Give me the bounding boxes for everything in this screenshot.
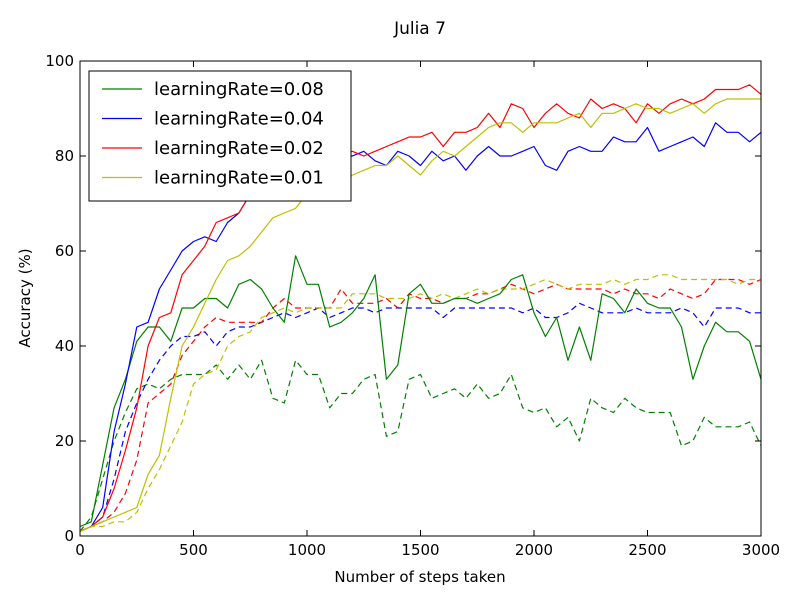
series-line-3 [79,84,762,532]
legend-label: learningRate=0.08 [154,79,324,100]
x-tick-label: 500 [179,541,208,559]
x-tick-label: 1000 [288,541,326,559]
x-tick-label: 2000 [515,541,553,559]
series-line-4 [79,98,761,532]
ticks-layer: 0 500 1000 1500 2000 2500 3000 0 20 40 60 80 100 [45,52,780,559]
y-tick-label: 0 [64,527,74,545]
series-line-5-dashed [79,359,762,532]
legend: learningRate=0.08 learningRate=0.04 learni… [88,70,352,202]
series-layer [79,84,762,532]
x-tick-label: 3000 [742,541,780,559]
x-tick-label: 0 [75,541,85,559]
x-tick-label: 2500 [628,541,666,559]
y-tick-label: 100 [45,52,74,70]
y-tick-label: 60 [55,242,74,260]
legend-box [88,70,352,202]
series-line-8-dashed [79,274,761,532]
series-line-2 [79,122,762,532]
y-axis-label: Accuracy (%) [16,248,34,347]
series-line-6-dashed [79,302,761,532]
x-axis-label: Number of steps taken [334,568,505,586]
chart-title: Julia 7 [393,19,446,39]
legend-label: learningRate=0.01 [154,168,324,189]
y-tick-label: 80 [55,147,74,165]
legend-label: learningRate=0.02 [154,138,324,159]
y-tick-label: 40 [55,337,74,355]
series-line-1 [79,255,762,528]
x-tick-label: 1500 [401,541,439,559]
series-line-7-dashed [79,278,762,532]
legend-label: learningRate=0.04 [154,109,324,130]
y-tick-label: 20 [55,432,74,450]
